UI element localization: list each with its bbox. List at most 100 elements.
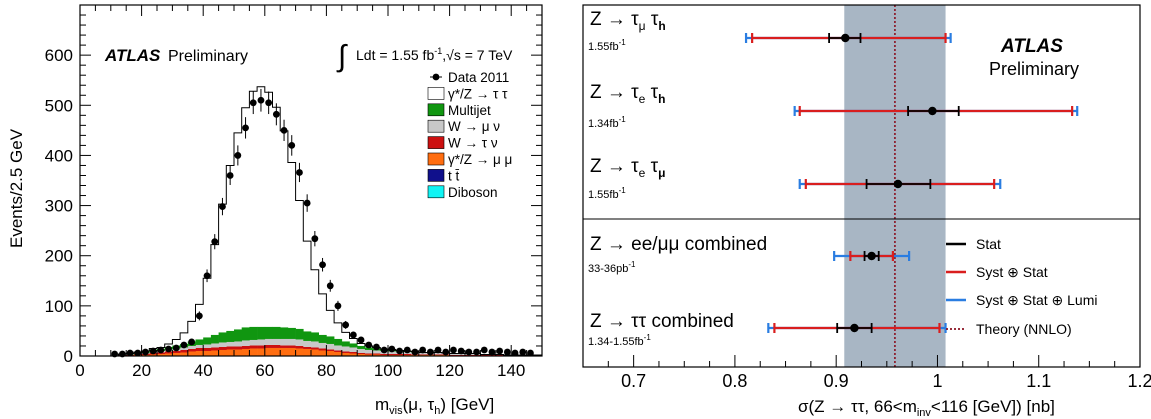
bar-wtaunu-bin [434, 354, 443, 355]
data-point [242, 124, 249, 132]
left-axis-ticks: 0 20 40 60 80 100 120 140 0 100 200 300 400 500 600 [45, 4, 543, 380]
bar-wmunu-bin [295, 339, 304, 346]
measurement-point [841, 33, 850, 43]
legend-label: γ*/Z → μ μ [448, 152, 512, 167]
data-point [442, 348, 450, 356]
left-histogram-panel: 0 20 40 60 80 100 120 140 0 100 200 300 400 500 600 Ev… [7, 4, 543, 417]
measurement-point [928, 106, 937, 116]
x-tick-label: 120 [435, 361, 463, 380]
bar-wmunu-bin [434, 352, 443, 355]
bar-multijet-bin [311, 332, 319, 342]
bar-zmumu-bin [264, 347, 273, 356]
data-point [519, 348, 527, 356]
legend-label: Data 2011 [448, 70, 509, 85]
data-point [511, 349, 519, 357]
bar-wtaunu-bin [264, 344, 273, 348]
bar-wtaunu-bin [457, 354, 466, 356]
x-tick-label: 40 [194, 361, 213, 380]
bar-zmumu-bin [241, 348, 250, 356]
x-tick-label: 140 [497, 361, 525, 380]
bar-wtaunu-bin [380, 353, 389, 355]
bar-multijet-bin [318, 334, 327, 343]
data-point [411, 348, 419, 356]
bar-zmumu-bin [195, 350, 204, 356]
bar-wtaunu-bin [495, 354, 504, 356]
legend-swatch [427, 185, 445, 199]
bar-wtaunu-bin [334, 350, 343, 352]
bar-wmunu-bin [341, 346, 350, 352]
left-preliminary-label: Preliminary [168, 48, 248, 65]
legend-swatch [427, 136, 445, 149]
bar-multijet-bin [257, 326, 266, 340]
data-point [527, 349, 534, 357]
bar-wtaunu-bin [164, 351, 173, 354]
bar-multijet-bin [295, 328, 304, 340]
measurement-label: Z → ττ combined [590, 311, 734, 332]
bar-wtaunu-bin [241, 345, 250, 349]
y-tick-label: 300 [45, 197, 73, 216]
bar-wtaunu-bin [372, 353, 381, 355]
bar-wmunu-bin [203, 344, 212, 348]
bar-wtaunu-bin [195, 347, 204, 351]
bar-wtaunu-bin [257, 345, 266, 349]
bar-zmumu-bin [257, 348, 266, 356]
data-point [172, 344, 180, 352]
legend-label: W → μ ν [448, 119, 500, 134]
bar-wtaunu-bin [210, 347, 219, 351]
data-point [365, 341, 373, 349]
y-tick-label: 200 [45, 247, 73, 266]
data-point [142, 348, 149, 356]
data-point [180, 341, 188, 349]
bar-wtaunu-bin [295, 345, 304, 349]
bar-wmunu-bin [210, 343, 219, 348]
left-y-axis-label: Events/2.5 GeV [7, 128, 26, 248]
bar-wtaunu-bin [388, 353, 396, 355]
bar-zmumu-bin [364, 354, 373, 356]
data-point [403, 346, 411, 354]
bar-wmunu-bin [357, 348, 366, 353]
legend-label: t t̄ [448, 168, 460, 183]
data-point [126, 349, 134, 357]
bar-wtaunu-bin [395, 353, 404, 355]
bar-wmunu-bin [318, 342, 327, 349]
data-point [288, 142, 296, 149]
x-tick-label: 60 [255, 361, 274, 380]
bar-multijet-bin [195, 339, 204, 345]
bar-zmumu-bin [311, 349, 319, 356]
data-point [450, 346, 457, 354]
bar-zmumu-bin [172, 352, 181, 356]
legend-label: W → τ ν [448, 136, 498, 151]
left-x-axis-label: mvis(μ, τh) [GeV] [375, 395, 494, 417]
bar-wmunu-bin [457, 353, 466, 355]
data-point [311, 235, 319, 243]
stacked-background-bars [118, 326, 543, 356]
bar-multijet-bin [203, 337, 212, 345]
bar-wtaunu-bin [318, 348, 327, 351]
bar-wtaunu-bin [449, 354, 458, 356]
y-tick-label: 600 [45, 46, 73, 65]
x-tick-label: 100 [374, 361, 402, 380]
y-tick-label: 0 [64, 347, 73, 366]
measurement-label: Z → τμ τh [590, 9, 666, 33]
legend-swatch [427, 119, 445, 133]
lumi-integral-symbol: ∫ [336, 40, 348, 73]
bar-wmunu-bin [280, 338, 289, 346]
bar-wtaunu-bin [172, 350, 181, 353]
bar-wmunu-bin [257, 339, 266, 346]
bar-zmumu-bin [295, 348, 304, 356]
data-point [480, 346, 488, 354]
legend-label: Syst ⊕ Stat ⊕ Lumi [976, 292, 1098, 308]
bar-wmunu-bin [449, 353, 458, 355]
bar-zmumu-bin [280, 347, 289, 356]
data-point [503, 348, 511, 356]
legend-label: γ*/Z → τ τ [448, 86, 508, 101]
bar-zmumu-bin [272, 347, 281, 356]
left-atlas-label: ATLAS [104, 46, 161, 65]
data-point [396, 347, 403, 355]
bar-zmumu-bin [334, 351, 343, 356]
right-x-axis-label: σ(Z → ττ, 66<minv<116 [GeV]) [nb] [798, 397, 1055, 419]
legend-label: Diboson [448, 185, 498, 200]
data-point [134, 349, 142, 357]
right-atlas-label: ATLAS [1000, 36, 1063, 57]
legend-swatch [427, 87, 445, 100]
